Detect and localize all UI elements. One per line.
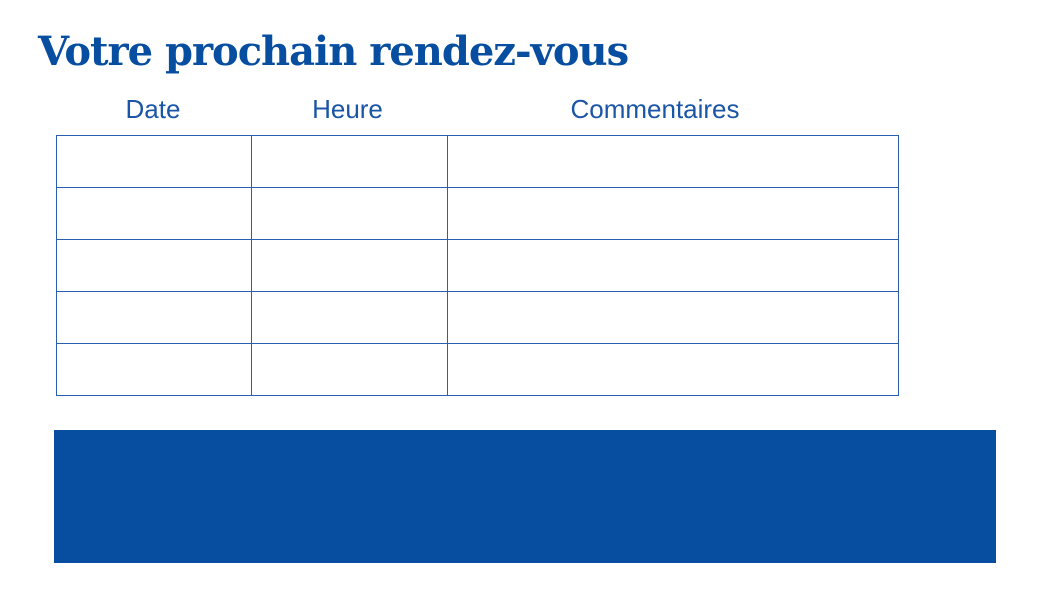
table-cell-heure[interactable]	[251, 343, 448, 396]
table-cell-heure[interactable]	[251, 239, 448, 292]
footer-band	[54, 430, 996, 563]
appointment-table	[56, 135, 899, 396]
table-row	[56, 187, 899, 240]
table-cell-heure[interactable]	[251, 135, 448, 188]
table-cell-date[interactable]	[56, 291, 252, 344]
table-row	[56, 239, 899, 292]
table-cell-date[interactable]	[56, 187, 252, 240]
table-cell-commentaires[interactable]	[447, 291, 899, 344]
table-cell-date[interactable]	[56, 239, 252, 292]
table-row	[56, 343, 899, 396]
table-cell-commentaires[interactable]	[447, 343, 899, 396]
table-cell-commentaires[interactable]	[447, 187, 899, 240]
table-cell-date[interactable]	[56, 343, 252, 396]
column-header-commentaires: Commentaires	[570, 94, 740, 124]
column-header-date: Date	[125, 94, 181, 124]
page-title: Votre prochain rendez-vous	[38, 28, 629, 75]
table-cell-commentaires[interactable]	[447, 135, 899, 188]
table-cell-commentaires[interactable]	[447, 239, 899, 292]
table-row	[56, 291, 899, 344]
table-cell-date[interactable]	[56, 135, 252, 188]
table-cell-heure[interactable]	[251, 187, 448, 240]
table-cell-heure[interactable]	[251, 291, 448, 344]
table-row	[56, 135, 899, 188]
column-header-heure: Heure	[312, 94, 383, 124]
